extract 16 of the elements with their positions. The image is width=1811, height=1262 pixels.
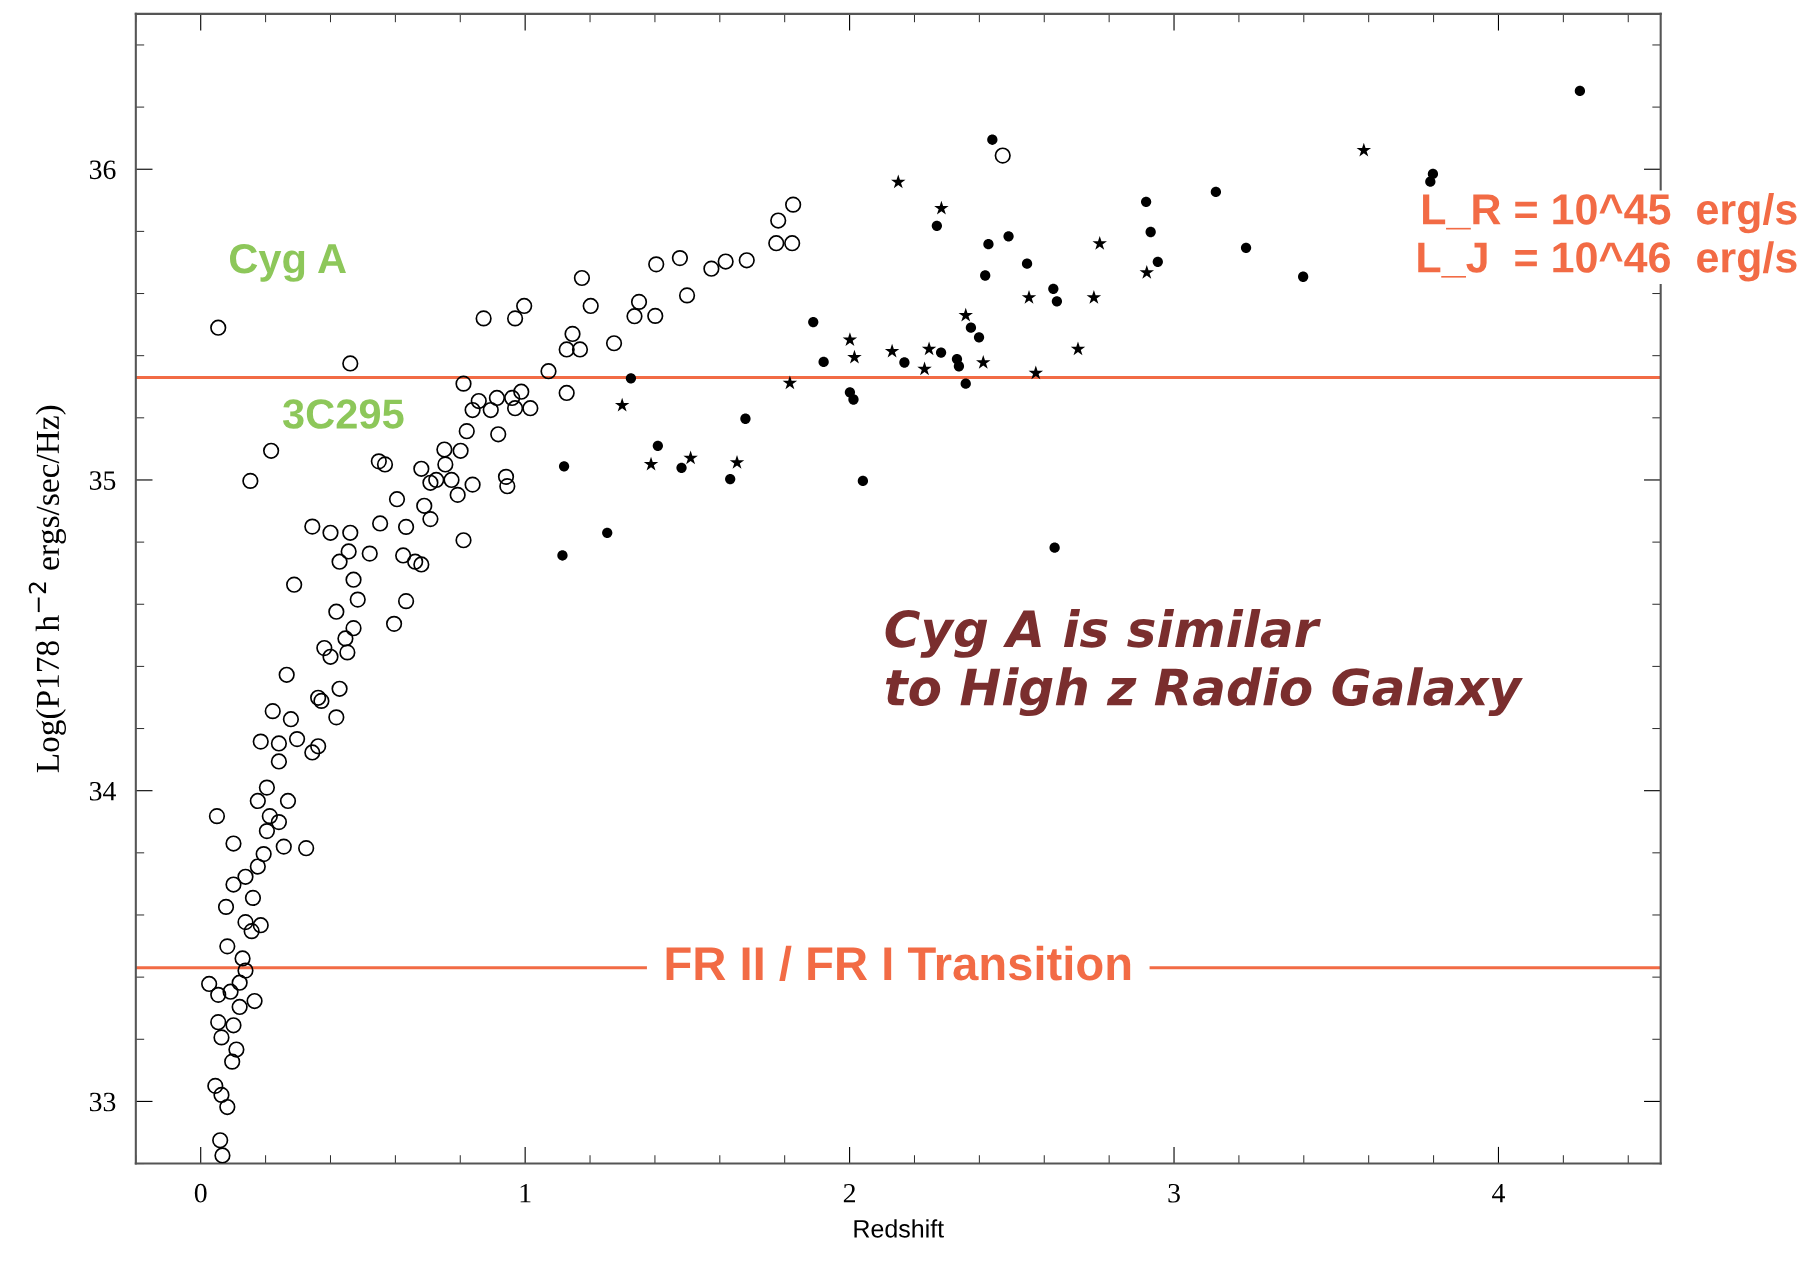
y-axis-title: Log(P178 h$^{−2}$ ergs/sec/Hz)	[28, 405, 66, 773]
annotation: Cyg A	[229, 243, 346, 282]
x-axis-title: Redshift	[854, 1219, 944, 1238]
annotation: Cyg A is similar to High z Radio Galaxy	[885, 609, 1523, 717]
y-tick-label: 36	[89, 160, 116, 180]
x-tick-label: 0	[194, 1183, 207, 1203]
y-tick-label: 34	[89, 781, 116, 801]
annotation: L_R = 10^45 erg/s L_J = 10^46 erg/s	[1418, 193, 1797, 282]
x-tick-label: 1	[520, 1183, 531, 1203]
y-tick-label: 33	[89, 1092, 116, 1112]
annotation: 3C295	[282, 399, 404, 429]
x-tick-label: 3	[1168, 1183, 1180, 1203]
y-tick-label: 35	[89, 471, 116, 490]
x-tick-label: 4	[1492, 1184, 1505, 1203]
ref-line-label: FR II / FR I Transition	[666, 945, 1131, 981]
x-tick-label: 2	[843, 1183, 855, 1203]
